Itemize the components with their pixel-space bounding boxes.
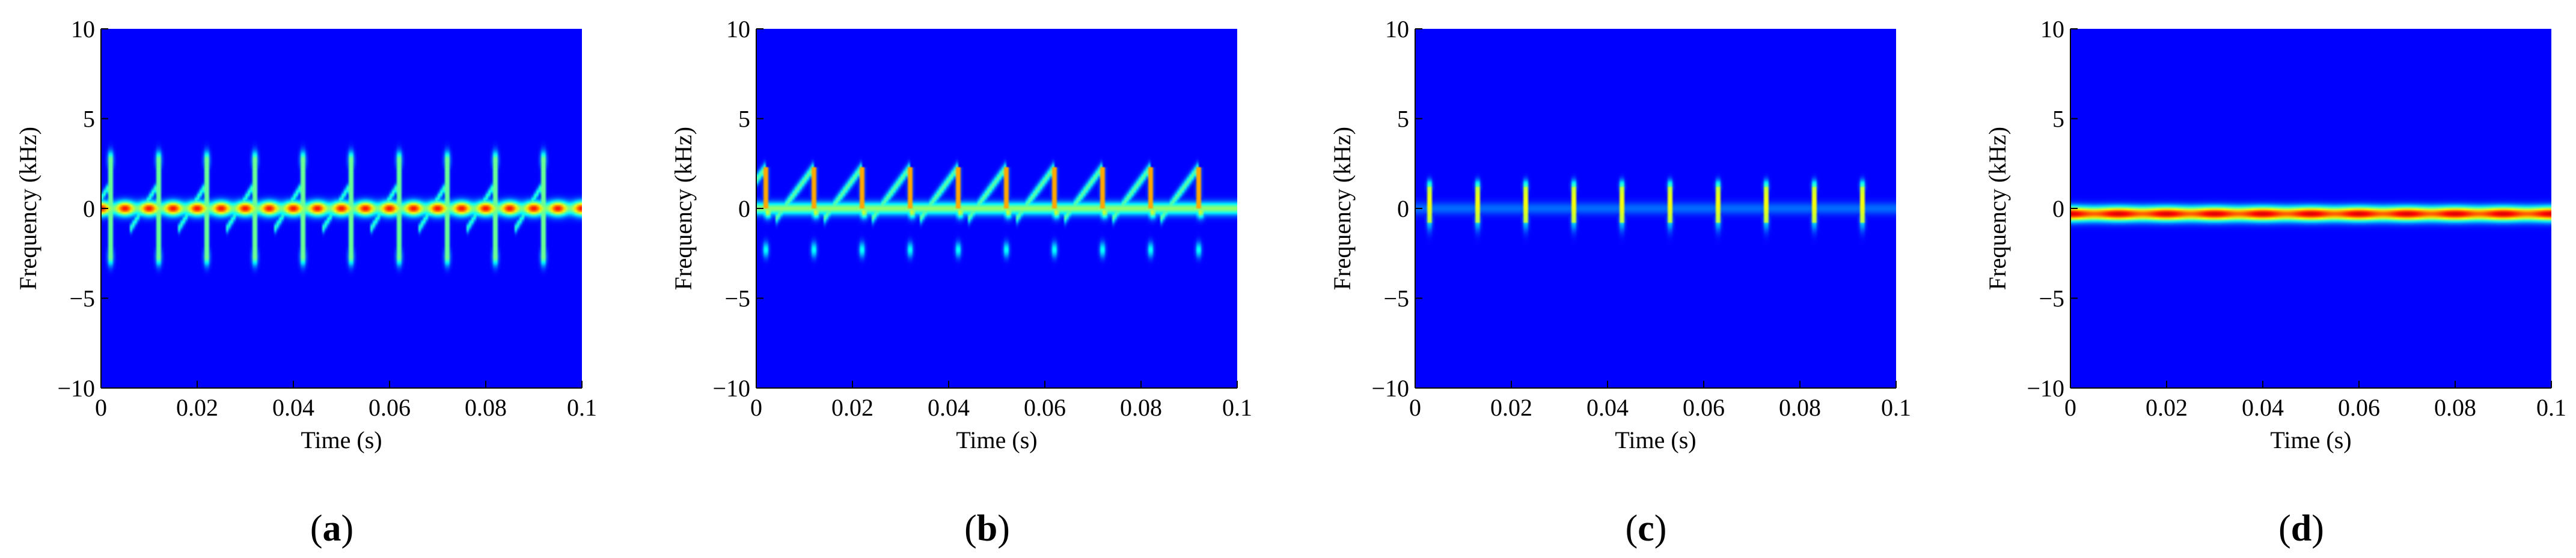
y-tick-label: 0 — [2052, 195, 2064, 222]
panel-label: (a) — [310, 508, 353, 549]
y-tick-label: 5 — [83, 106, 95, 133]
spectrogram-panel-c: 0 0.02 0.04 0.06 0.08 0.1 −10 −5 0 5 10 Time (s) Fre… — [1329, 16, 1911, 549]
y-axis-title: Frequency (kHz) — [670, 127, 697, 290]
x-tick-label: 0.04 — [2242, 394, 2284, 421]
x-tick-label: 0.02 — [2146, 394, 2188, 421]
panel-label: (b) — [964, 508, 1010, 549]
x-axis-title: Time (s) — [301, 426, 382, 453]
y-tick-label: −5 — [2039, 285, 2064, 312]
y-tick-label: −10 — [2027, 375, 2064, 402]
x-tick-label: 0 — [1409, 394, 1421, 421]
spectrogram-heatmap — [101, 29, 582, 388]
y-tick-label: −10 — [712, 375, 750, 402]
y-tick-label: −5 — [69, 285, 95, 312]
x-tick-label: 0.1 — [1881, 394, 1911, 421]
x-tick-label: 0.02 — [176, 394, 218, 421]
x-tick-label: 0.08 — [465, 394, 507, 421]
x-axis-title: Time (s) — [956, 426, 1037, 453]
x-axis-title: Time (s) — [1615, 426, 1696, 453]
x-tick-label: 0 — [95, 394, 107, 421]
x-tick-label: 0.1 — [2536, 394, 2566, 421]
x-tick-label: 0.1 — [1222, 394, 1252, 421]
spectrogram-heatmap — [1415, 29, 1896, 388]
x-tick-label: 0.04 — [272, 394, 314, 421]
y-tick-label: −10 — [57, 375, 95, 402]
y-tick-label: 0 — [738, 195, 750, 222]
x-tick-label: 0.06 — [1024, 394, 1066, 421]
y-tick-label: −5 — [1383, 285, 1409, 312]
x-tick-label: 0.04 — [1586, 394, 1629, 421]
y-tick-label: −5 — [724, 285, 750, 312]
y-tick-label: 10 — [1385, 16, 1409, 43]
x-tick-label: 0.06 — [2338, 394, 2380, 421]
x-tick-label: 0 — [750, 394, 762, 421]
x-tick-label: 0.04 — [928, 394, 970, 421]
y-tick-label: 10 — [2040, 16, 2064, 43]
x-tick-label: 0.08 — [1779, 394, 1821, 421]
y-tick-label: 5 — [738, 106, 750, 133]
y-tick-label: −10 — [1371, 375, 1409, 402]
y-tick-label: 10 — [726, 16, 750, 43]
x-tick-label: 0.02 — [1490, 394, 1532, 421]
panel-label: (c) — [1626, 508, 1667, 549]
spectrogram-panel-d: 0 0.02 0.04 0.06 0.08 0.1 −10 −5 0 5 10 Time (s) Fre… — [1984, 16, 2566, 549]
y-axis-title: Frequency (kHz) — [14, 127, 41, 290]
y-tick-label: 10 — [71, 16, 95, 43]
y-tick-label: 0 — [83, 195, 95, 222]
y-tick-label: 5 — [1397, 106, 1409, 133]
y-tick-label: 5 — [2052, 106, 2064, 133]
y-axis-title: Frequency (kHz) — [1984, 127, 2011, 290]
x-tick-label: 0.08 — [1120, 394, 1162, 421]
y-tick-label: 0 — [1397, 195, 1409, 222]
spectrogram-panel-b: 0 0.02 0.04 0.06 0.08 0.1 −10 −5 0 5 10 Time (s) Fre… — [670, 16, 1252, 549]
x-tick-label: 0.1 — [567, 394, 597, 421]
x-tick-label: 0.08 — [2434, 394, 2476, 421]
x-tick-label: 0.02 — [831, 394, 873, 421]
panel-label: (d) — [2278, 508, 2324, 549]
x-tick-label: 0 — [2064, 394, 2076, 421]
spectrogram-panel-a: 0 0.02 0.04 0.06 0.08 0.1 −10 −5 0 5 10 Time (s) Fre… — [14, 16, 597, 549]
spectrogram-heatmap — [756, 29, 1237, 388]
x-tick-label: 0.06 — [1683, 394, 1725, 421]
spectrogram-heatmap — [2070, 29, 2551, 388]
x-tick-label: 0.06 — [369, 394, 411, 421]
y-axis-title: Frequency (kHz) — [1329, 127, 1356, 290]
x-axis-title: Time (s) — [2270, 426, 2351, 453]
